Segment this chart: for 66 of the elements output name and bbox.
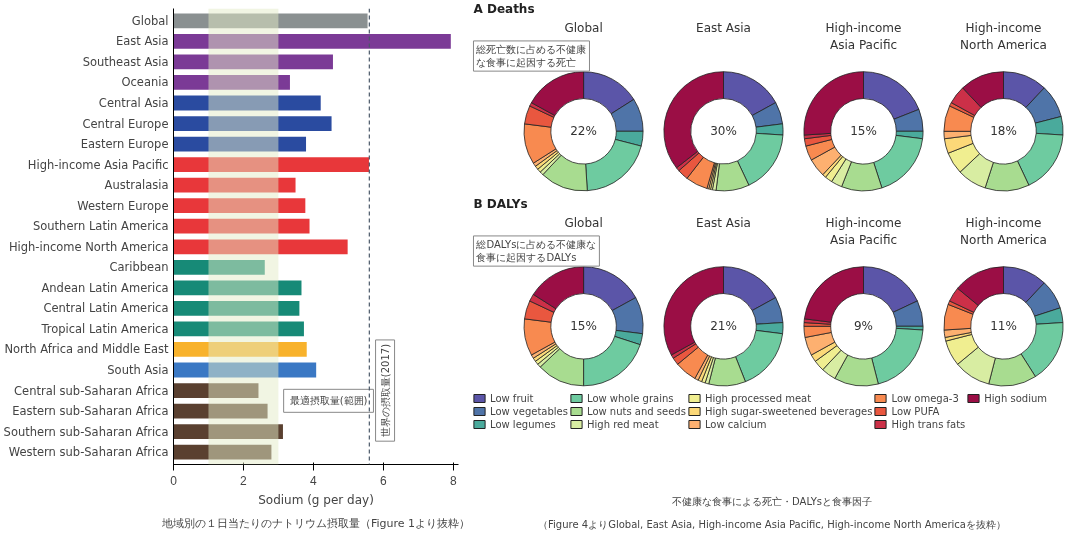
legend-label: Low legumes (490, 418, 556, 430)
legend-label: High trans fats (891, 418, 966, 430)
text: 15% (850, 124, 877, 139)
legend-label: Low vegetables (490, 405, 568, 417)
legend-label: High processed meat (704, 392, 812, 404)
x-tick-label: 2 (240, 473, 248, 488)
text: 18% (990, 124, 1017, 139)
y-tick-label: Central Latin America (43, 301, 169, 316)
band-label: 最適摂取量(範囲) (289, 395, 368, 407)
legend-label: Low PUFA (891, 405, 940, 417)
y-tick-label: Caribbean (109, 260, 169, 275)
legend-label: High sugar-sweetened beverages (704, 405, 873, 417)
y-tick-label: Tropical Latin America (40, 321, 169, 336)
y-tick-label: Australasia (104, 178, 169, 193)
text: 総DALYsに占める不健康な食事に起因するDALYs (475, 238, 597, 264)
y-tick-label: Central Europe (82, 116, 169, 131)
legend-label: Low whole grains (586, 392, 674, 404)
text: 総死亡数に占める不健康な食事に起因する死亡 (475, 43, 587, 69)
legend-label: Low fruit (490, 392, 534, 404)
y-tick-label: North Africa and Middle East (4, 342, 169, 357)
x-tick-label: 4 (310, 473, 318, 488)
legend-label: Low omega-3 (891, 392, 959, 404)
chart-title: High-income Asia Pacific (825, 21, 902, 53)
legend-label: Low nuts and seeds (586, 405, 686, 417)
text: （Figure 4よりGlobal, East Asia, High-income Asia Pacific, High-income North Americaを抜粋） (538, 518, 1006, 530)
y-tick-label: Southern Latin America (32, 219, 169, 234)
y-tick-label: Andean Latin America (41, 280, 169, 295)
legend-label: Low calcium (704, 418, 767, 430)
x-tick-label: 6 (379, 473, 387, 488)
chart-title: High-income North America (960, 21, 1047, 53)
y-tick-label: Southern sub-Saharan Africa (3, 424, 169, 439)
x-tick-label: 0 (170, 473, 178, 488)
text: 地域別の１日当たりのナトリウム摂取量（Figure 1より抜粋） (160, 516, 471, 530)
text: East Asia (696, 216, 751, 231)
text: 21% (710, 319, 737, 334)
legend-label: High sodium (984, 392, 1048, 404)
text: 11% (990, 319, 1017, 334)
chart-title: High-income Asia Pacific (825, 216, 902, 248)
y-tick-label: Western sub-Saharan Africa (8, 445, 169, 460)
text: 22% (570, 124, 597, 139)
text: Global (564, 216, 603, 231)
legend-label: High red meat (586, 418, 659, 430)
text: 不健康な食事による死亡・DALYsと食事因子 (672, 495, 872, 507)
y-tick-label: South Asia (107, 363, 169, 378)
chart-subtitle: A Deaths (473, 1, 535, 16)
chart-title: Global (564, 21, 603, 36)
y-tick-label: Eastern Europe (80, 137, 169, 152)
y-tick-label: Oceania (121, 75, 169, 90)
text: 15% (570, 319, 597, 334)
chart-title: East Asia (696, 21, 751, 36)
ref-line-label: 世界の摂取量(2017) (379, 343, 391, 438)
y-tick-label: East Asia (115, 34, 169, 49)
x-axis-title: Sodium (g per day) (258, 492, 374, 507)
y-tick-label: High-income Asia Pacific (27, 157, 169, 172)
y-tick-label: Central Asia (98, 95, 169, 110)
text: 30% (710, 124, 737, 139)
chart-title: High-income North America (960, 216, 1047, 248)
y-tick-label: Central sub-Saharan Africa (14, 383, 169, 398)
y-tick-label: High-income North America (8, 239, 169, 254)
y-tick-label: Southeast Asia (82, 54, 169, 69)
y-tick-label: Western Europe (77, 198, 169, 213)
y-tick-label: Global (131, 13, 169, 28)
y-tick-label: Eastern sub-Saharan Africa (12, 404, 169, 419)
x-tick-label: 8 (449, 473, 457, 488)
chart-subtitle: B DALYs (473, 196, 528, 211)
text: 9% (853, 319, 874, 334)
